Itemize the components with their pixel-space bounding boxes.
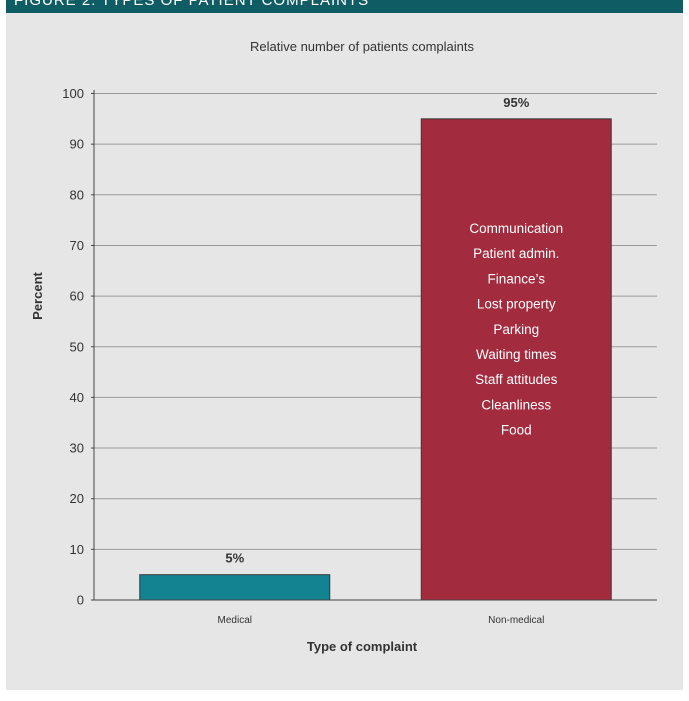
bar-layer: 5% Medical 95% Non-medical Communication Pati…: [139, 95, 612, 626]
y-tick-label: 0: [77, 593, 84, 608]
y-tick-label: 20: [70, 491, 84, 506]
y-tick-label: 100: [62, 86, 84, 101]
bar-inside-label: Patient admin.: [473, 246, 559, 261]
y-tick-label: 60: [70, 289, 84, 304]
x-tick-label: Non-medical: [488, 615, 544, 626]
bar-value-label: 95%: [503, 95, 529, 110]
y-axis-label: Percent: [30, 271, 45, 319]
x-axis-label: Type of complaint: [307, 639, 418, 654]
bar-inside-label: Cleanliness: [481, 397, 551, 412]
bar-inside-label: Finance’s: [487, 271, 545, 286]
y-tick-label: 40: [70, 390, 84, 405]
bar-value-label: 5%: [225, 551, 244, 566]
y-tick-label: 70: [70, 238, 84, 253]
bar-non-medical: [420, 118, 612, 601]
bar-inside-label: Waiting times: [476, 347, 557, 362]
bar-inside-label: Staff attitudes: [475, 372, 558, 387]
figure-header: FIGURE 2: TYPES OF PATIENT COMPLAINTS: [6, 0, 683, 13]
bar-inside-label: Parking: [493, 322, 539, 337]
y-tick-label: 80: [70, 187, 84, 202]
x-tick-label: Medical: [218, 615, 252, 626]
bar-medical: [139, 574, 331, 601]
bar-inside-label: Lost property: [477, 297, 556, 312]
y-tick-label: 30: [70, 441, 84, 456]
bar-inside-label: Communication: [469, 221, 563, 236]
figure-title: FIGURE 2: TYPES OF PATIENT COMPLAINTS: [14, 0, 370, 9]
bar-inside-label: Food: [501, 423, 532, 438]
y-tick-label: 50: [70, 339, 84, 354]
y-tick-label: 90: [70, 137, 84, 152]
y-tick-label: 10: [70, 542, 84, 557]
chart-subtitle: Relative number of patients complaints: [250, 39, 475, 54]
